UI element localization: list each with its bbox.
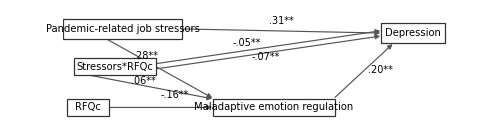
Text: .28**: .28** [134,51,158,61]
Text: -.05**: -.05** [232,38,261,48]
FancyBboxPatch shape [64,19,182,39]
Text: Stressors*RFQc: Stressors*RFQc [76,62,153,72]
Text: Depression: Depression [385,28,441,38]
Text: Pandemic-related job stressors: Pandemic-related job stressors [46,24,200,34]
Text: RFQc: RFQc [75,102,100,112]
Text: Maladaptive emotion regulation: Maladaptive emotion regulation [194,102,354,112]
Text: .20**: .20** [368,65,392,75]
Text: -.07**: -.07** [252,52,280,62]
FancyBboxPatch shape [67,99,108,116]
FancyBboxPatch shape [74,58,156,75]
Text: -.16**: -.16** [161,90,189,100]
FancyBboxPatch shape [381,23,445,43]
FancyBboxPatch shape [212,99,334,116]
Text: .31**: .31** [269,16,294,26]
Text: .06**: .06** [132,76,156,86]
